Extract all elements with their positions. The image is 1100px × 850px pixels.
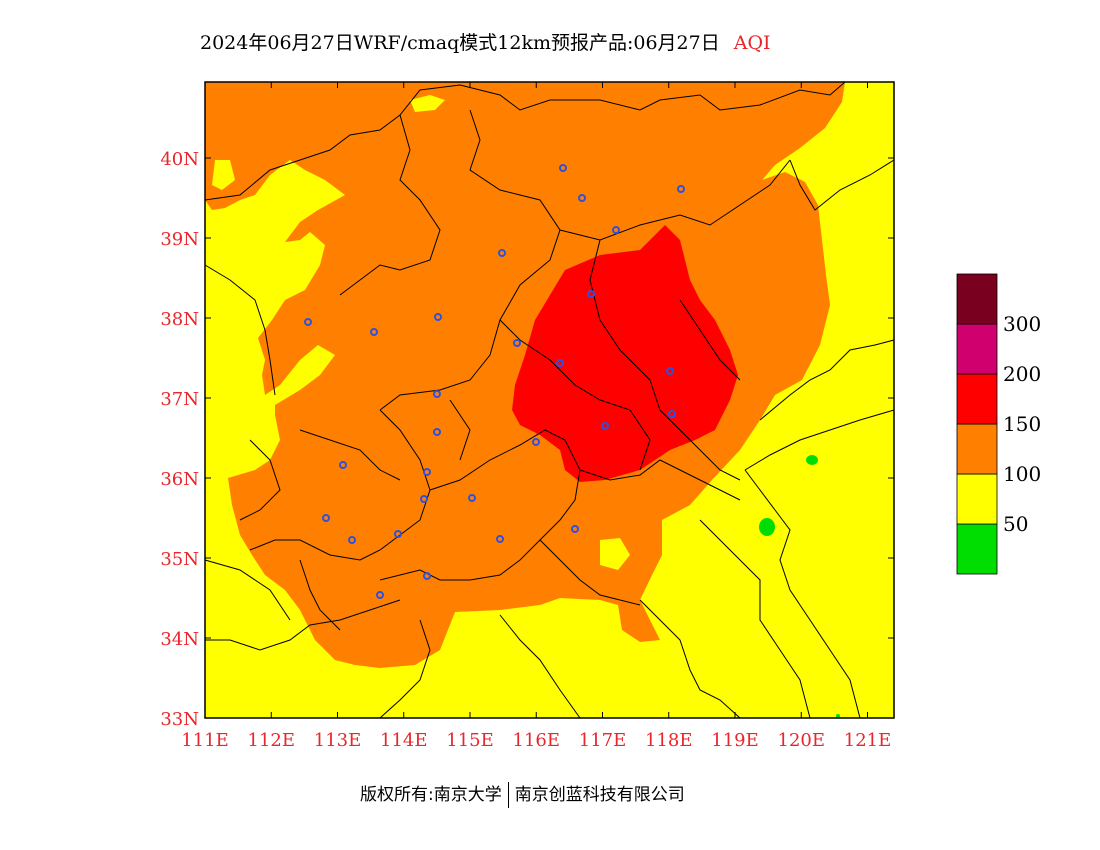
map-title: 2024年06月27日WRF/cmaq模式12km预报产品:06月27日 AQI (200, 28, 771, 55)
legend-swatch (956, 373, 998, 425)
green-spot-1 (759, 518, 775, 536)
legend-label: 200 (1003, 362, 1041, 386)
station-marker (433, 428, 441, 436)
legend-swatch (956, 523, 998, 575)
lat-tick-label: 35N (160, 549, 199, 570)
title-variable: AQI (733, 32, 771, 54)
station-marker (423, 572, 431, 580)
legend-swatch (956, 323, 998, 375)
station-marker (559, 164, 567, 172)
station-marker (423, 468, 431, 476)
axis-ticks (204, 82, 894, 719)
lat-tick-label: 36N (160, 469, 199, 490)
station-marker (571, 525, 579, 533)
station-marker (513, 339, 521, 347)
lon-tick-label: 114E (380, 730, 428, 751)
station-marker (498, 249, 506, 257)
copyright-left: 版权所有:南京大学 (360, 785, 502, 805)
station-marker (420, 495, 428, 503)
lon-tick-labels: 111E 112E 113E 114E 115E 116E 117E 118E 119E 120E… (181, 730, 891, 751)
station-marker (433, 390, 441, 398)
lon-tick-label: 111E (181, 730, 229, 751)
lon-tick-label: 118E (645, 730, 693, 751)
station-marker (677, 185, 685, 193)
station-marker (668, 410, 676, 418)
station-marker (601, 422, 609, 430)
station-marker (394, 530, 402, 538)
legend-label: 150 (1003, 412, 1041, 436)
station-marker (612, 226, 620, 234)
lat-tick-label: 37N (160, 389, 199, 410)
station-marker (468, 494, 476, 502)
copyright-right: 南京创蓝科技有限公司 (514, 785, 685, 805)
lon-tick-label: 119E (711, 730, 759, 751)
copyright-separator (507, 782, 509, 808)
station-marker (496, 535, 504, 543)
lat-tick-labels: 33N 34N 35N 36N 37N 38N 39N 40N (160, 149, 199, 730)
lon-tick-label: 112E (248, 730, 296, 751)
station-marker (434, 313, 442, 321)
legend-label: 50 (1003, 512, 1028, 536)
lon-tick-label: 115E (446, 730, 494, 751)
green-spot-3 (836, 714, 840, 718)
lat-tick-label: 38N (160, 309, 199, 330)
yellow-hole-south (600, 538, 630, 570)
station-marker (666, 367, 674, 375)
station-markers (304, 164, 685, 599)
station-marker (532, 438, 540, 446)
lon-tick-label: 116E (513, 730, 561, 751)
lat-tick-label: 33N (160, 709, 199, 730)
legend-label: 300 (1003, 312, 1041, 336)
lat-tick-label: 40N (160, 149, 199, 170)
station-marker (348, 536, 356, 544)
red-region (512, 225, 738, 482)
legend-swatch (956, 273, 998, 325)
green-spot-2 (806, 455, 818, 465)
station-marker (339, 461, 347, 469)
station-marker (556, 359, 564, 367)
aqi-legend: 50 100 150 200 300 (956, 273, 1041, 575)
legend-swatch (956, 423, 998, 475)
station-marker (587, 290, 595, 298)
lat-tick-label: 34N (160, 629, 199, 650)
yellow-hole-top (410, 95, 445, 112)
station-marker (578, 194, 586, 202)
boundary-lines (204, 81, 895, 719)
lon-tick-label: 117E (579, 730, 627, 751)
legend-label: 100 (1003, 462, 1041, 486)
lat-tick-label: 39N (160, 229, 199, 250)
lon-tick-label: 113E (314, 730, 362, 751)
legend-swatch (956, 473, 998, 525)
copyright: 版权所有:南京大学 南京创蓝科技有限公司 (360, 780, 685, 808)
map-frame (204, 81, 895, 719)
lon-tick-label: 121E (844, 730, 892, 751)
station-marker (376, 591, 384, 599)
station-marker (304, 318, 312, 326)
lon-tick-label: 120E (778, 730, 826, 751)
station-marker (370, 328, 378, 336)
title-text: 2024年06月27日WRF/cmaq模式12km预报产品:06月27日 (200, 32, 720, 54)
station-marker (322, 514, 330, 522)
yellow-hole-north (212, 160, 235, 190)
